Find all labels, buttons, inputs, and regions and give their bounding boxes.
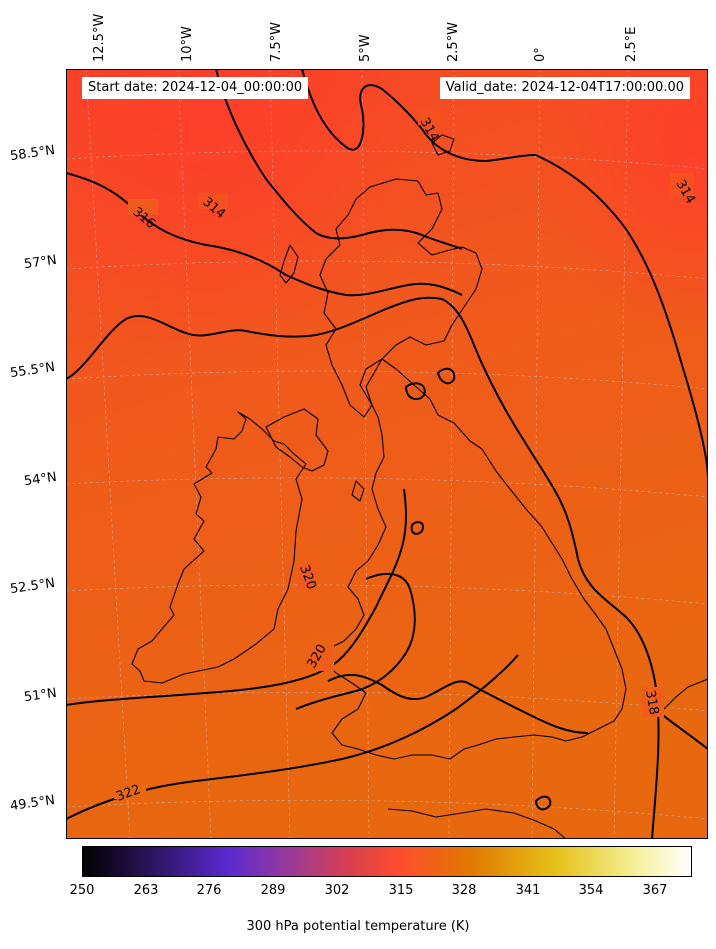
lat-label-58-5n: 58.5°N xyxy=(9,142,56,165)
colorbar-tick-328: 328 xyxy=(451,883,477,898)
contour-314-northeast-lobe xyxy=(301,69,537,163)
contour-small-loop-2 xyxy=(436,367,456,385)
contour-314-east xyxy=(535,154,708,480)
contour-small-loop-3 xyxy=(410,521,424,535)
contour-320-lower xyxy=(295,572,416,710)
colorbar-tick-250: 250 xyxy=(69,883,95,898)
contours xyxy=(66,69,708,839)
contour-small-loop-1 xyxy=(404,382,426,401)
lon-label-5w: 5°W xyxy=(358,34,373,62)
lat-label-54n: 54°N xyxy=(23,469,58,490)
lon-label-7-5w: 7.5°W xyxy=(269,21,284,62)
coastline-continent-northeast xyxy=(663,678,708,710)
contour-314-north xyxy=(215,69,463,250)
coastline-hebrides xyxy=(279,244,299,284)
colorbar-tick-354: 354 xyxy=(578,883,604,898)
lat-label-52-5n: 52.5°N xyxy=(9,575,56,598)
contour-322-south xyxy=(66,654,519,820)
colorbar-tick-276: 276 xyxy=(196,883,222,898)
contour-label-318-middle: 318 xyxy=(642,689,661,716)
lat-label-55-5n: 55.5°N xyxy=(9,359,56,382)
lat-label-57n: 57°N xyxy=(23,252,58,273)
coastline-england-wales xyxy=(323,358,627,760)
contour-small-loop-4 xyxy=(534,795,552,811)
map-panel: 316 314 314 314 316 320 320 318 322 xyxy=(66,69,708,839)
colorbar-tick-289: 289 xyxy=(260,883,286,898)
start-date-label: Start date: 2024-12-04_00:00:00 xyxy=(82,77,309,99)
lon-label-2-5e: 2.5°E xyxy=(624,26,639,62)
contour-318-middle xyxy=(66,296,660,839)
colorbar xyxy=(82,846,692,877)
coastline-isle-of-man xyxy=(351,480,365,502)
lon-label-2-5w: 2.5°W xyxy=(446,21,461,62)
coastlines xyxy=(131,134,708,839)
lon-label-12-5w: 12.5°W xyxy=(92,13,107,62)
coastline-northern-ireland xyxy=(265,408,329,472)
valid-date-label: Valid_date: 2024-12-04T17:00:00.00 xyxy=(439,77,690,99)
colorbar-tick-341: 341 xyxy=(515,883,541,898)
coastline-ireland xyxy=(131,411,307,684)
map-frame xyxy=(66,69,708,839)
lon-label-10w: 10°W xyxy=(180,26,195,62)
colorbar-tick-263: 263 xyxy=(133,883,159,898)
colorbar-tick-367: 367 xyxy=(642,883,668,898)
contour-labels: 316 314 314 314 316 320 320 318 322 xyxy=(114,109,698,805)
lon-label-0: 0° xyxy=(533,47,548,62)
colorbar-label: 300 hPa potential temperature (K) xyxy=(246,919,470,934)
colorbar-tick-315: 315 xyxy=(388,883,414,898)
colorbar-tick-302: 302 xyxy=(324,883,350,898)
warm-patch-northeast xyxy=(66,69,708,839)
lat-label-49-5n: 49.5°N xyxy=(9,792,56,815)
graticule xyxy=(66,69,708,839)
contour-320-south xyxy=(327,673,589,734)
lat-label-51n: 51°N xyxy=(23,685,58,706)
colorbar-ramp xyxy=(82,846,692,877)
coastline-scotland xyxy=(319,178,483,418)
contour-320-inner xyxy=(66,488,407,706)
coastline-orkney xyxy=(431,134,455,156)
coastline-france xyxy=(387,808,567,839)
